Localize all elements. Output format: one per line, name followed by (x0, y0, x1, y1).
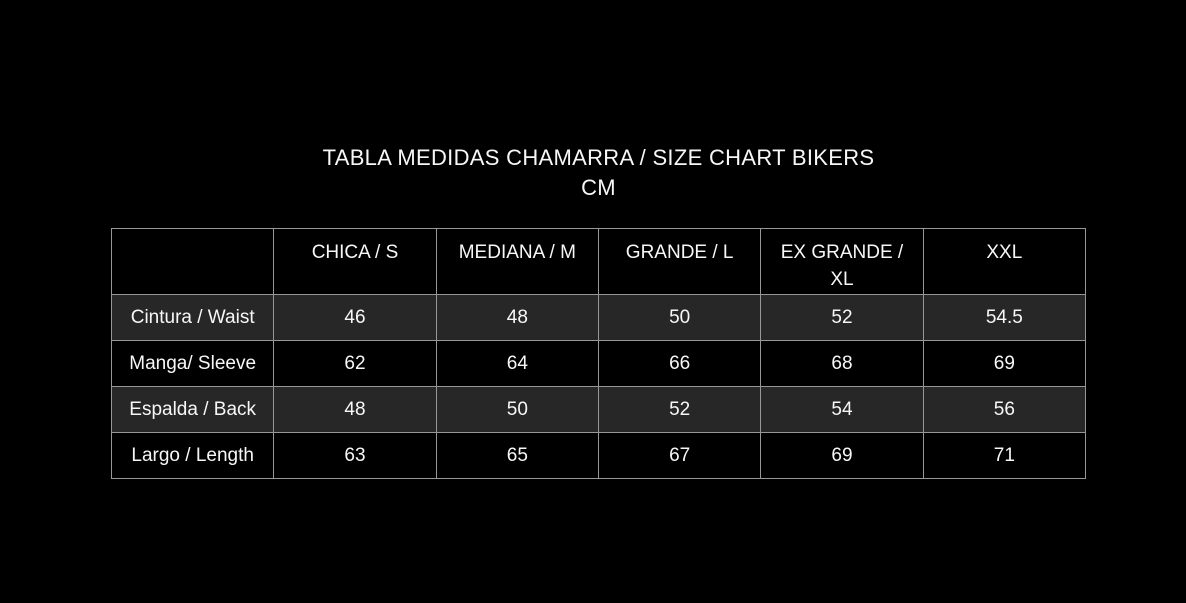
value-cell: 54 (760, 386, 924, 433)
table-body: Cintura / Waist 46 48 50 52 54.5 Manga/ … (110, 294, 1087, 479)
header-cell-xxl: XXL (922, 228, 1087, 295)
value-cell: 50 (597, 294, 762, 341)
value-cell: 54.5 (922, 294, 1087, 341)
value-cell: 62 (273, 340, 437, 387)
page-title-line1: TABLA MEDIDAS CHAMARRA / SIZE CHART BIKE… (322, 145, 875, 170)
value-cell: 71 (922, 432, 1087, 479)
value-cell: 56 (922, 386, 1087, 433)
value-cell: 48 (435, 294, 599, 341)
table-row-sleeve: Manga/ Sleeve 62 64 66 68 69 (110, 340, 1087, 387)
table-header: CHICA / S MEDIANA / M GRANDE / L EX GRAN… (110, 228, 1087, 295)
page-title-line2: CM (581, 175, 616, 200)
page-title: TABLA MEDIDAS CHAMARRA / SIZE CHART BIKE… (111, 143, 1086, 203)
value-cell: 67 (597, 432, 762, 479)
row-label: Manga/ Sleeve (110, 340, 275, 387)
row-label: Espalda / Back (110, 386, 275, 433)
value-cell: 50 (435, 386, 599, 433)
value-cell: 63 (273, 432, 437, 479)
value-cell: 52 (760, 294, 924, 341)
value-cell: 68 (760, 340, 924, 387)
row-label: Largo / Length (110, 432, 275, 479)
table-row-length: Largo / Length 63 65 67 69 71 (110, 432, 1087, 479)
value-cell: 48 (273, 386, 437, 433)
table-row-back: Espalda / Back 48 50 52 54 56 (110, 386, 1087, 433)
value-cell: 69 (760, 432, 924, 479)
value-cell: 52 (597, 386, 762, 433)
value-cell: 66 (597, 340, 762, 387)
header-row: CHICA / S MEDIANA / M GRANDE / L EX GRAN… (110, 228, 1087, 295)
header-cell-m: MEDIANA / M (435, 228, 599, 295)
value-cell: 69 (922, 340, 1087, 387)
header-cell-blank (110, 228, 275, 295)
table-row-waist: Cintura / Waist 46 48 50 52 54.5 (110, 294, 1087, 341)
value-cell: 46 (273, 294, 437, 341)
value-cell: 65 (435, 432, 599, 479)
header-cell-l: GRANDE / L (597, 228, 762, 295)
size-chart-table: CHICA / S MEDIANA / M GRANDE / L EX GRAN… (110, 228, 1087, 479)
row-label: Cintura / Waist (110, 294, 275, 341)
header-cell-xl: EX GRANDE / XL (760, 228, 924, 295)
header-cell-s: CHICA / S (273, 228, 437, 295)
value-cell: 64 (435, 340, 599, 387)
